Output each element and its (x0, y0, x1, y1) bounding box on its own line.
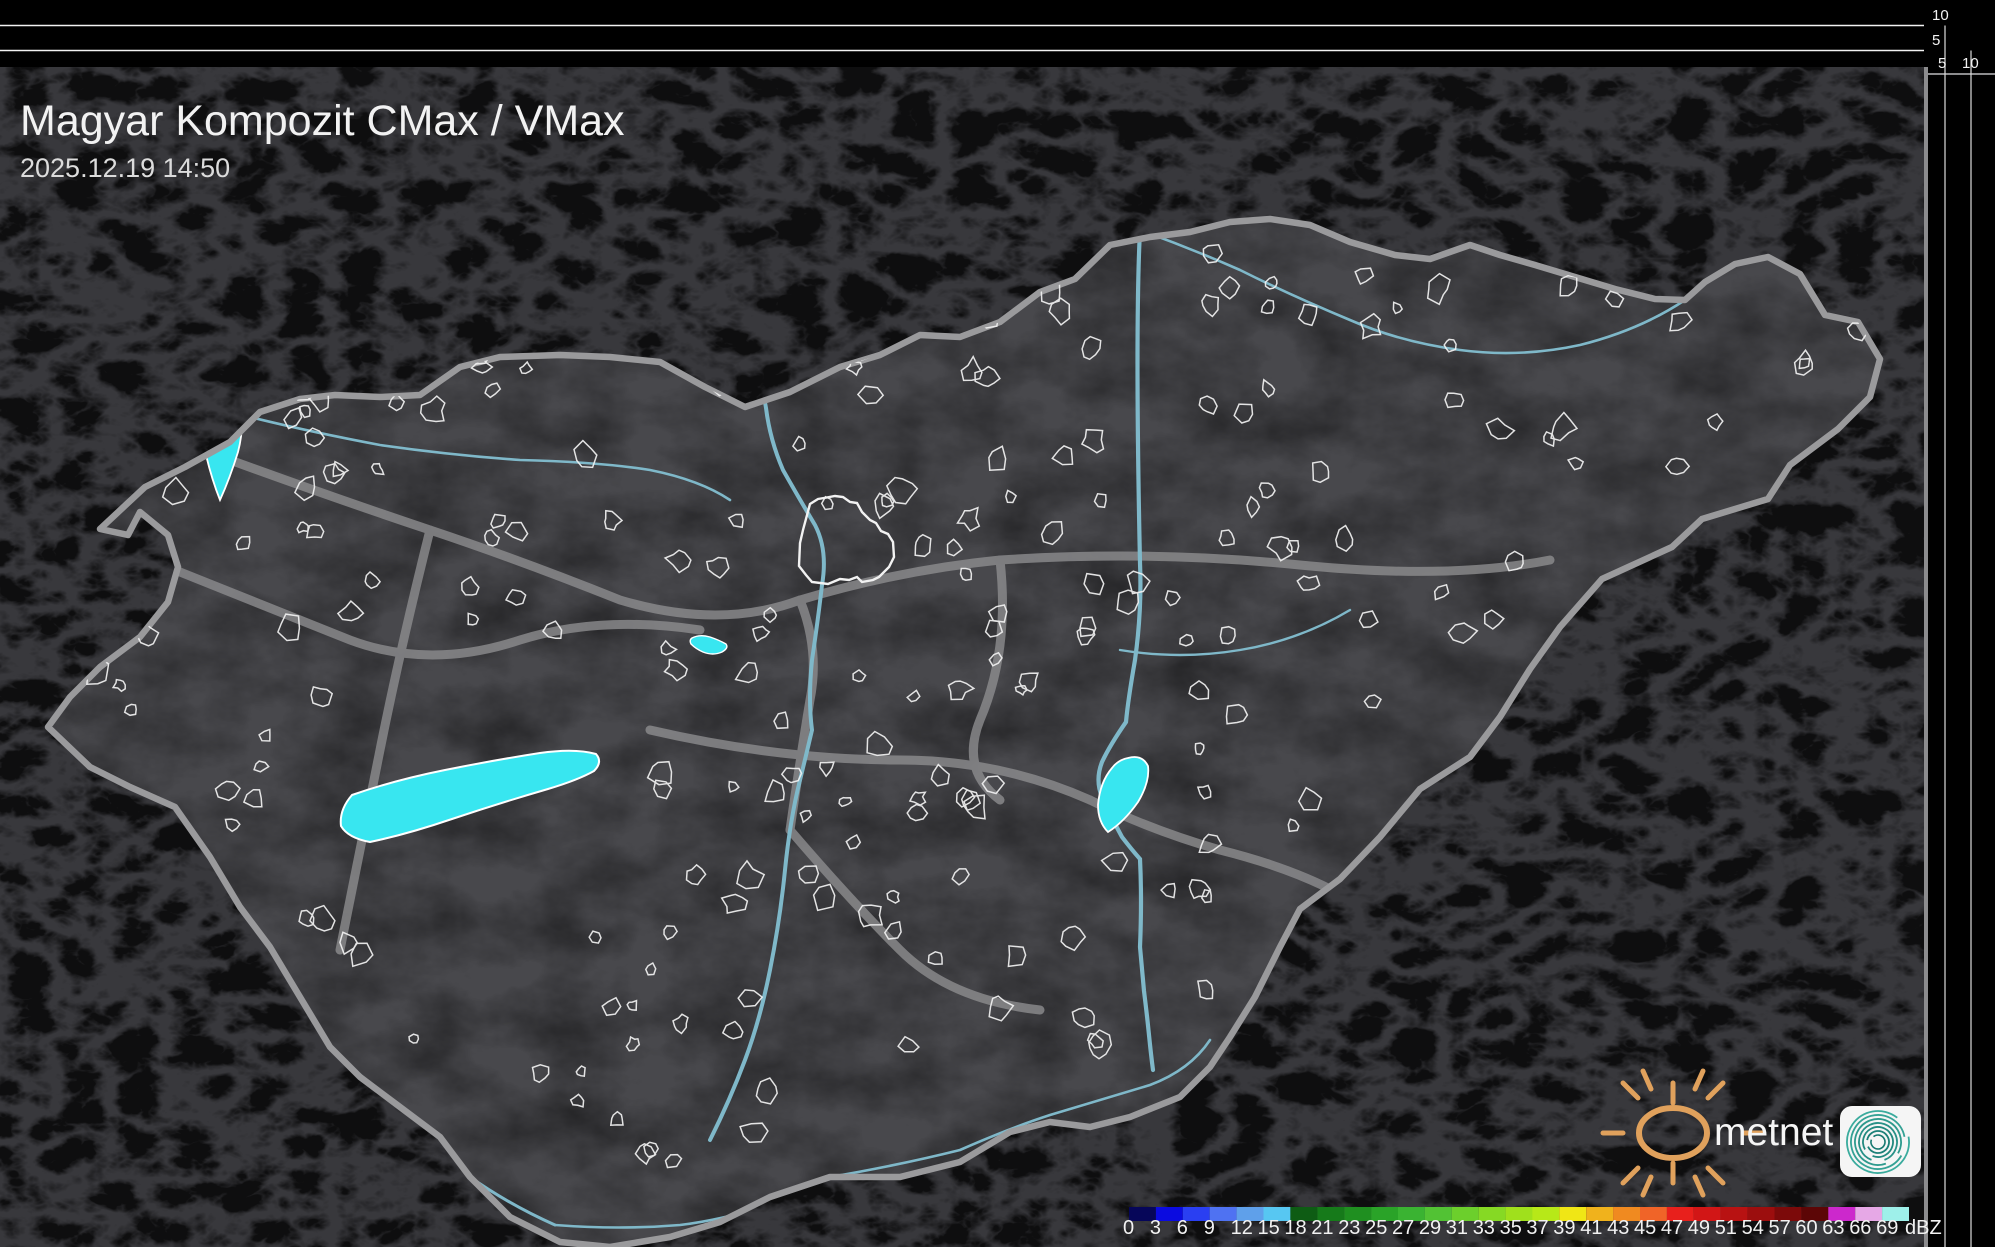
svg-text:37: 37 (1526, 1217, 1548, 1239)
svg-text:33: 33 (1473, 1217, 1495, 1239)
svg-text:Magyar Kompozit CMax / VMax: Magyar Kompozit CMax / VMax (20, 97, 625, 145)
svg-text:47: 47 (1661, 1217, 1683, 1239)
svg-text:66: 66 (1849, 1217, 1871, 1239)
svg-text:31: 31 (1446, 1217, 1468, 1239)
svg-text:15: 15 (1258, 1217, 1280, 1239)
svg-text:60: 60 (1795, 1217, 1817, 1239)
svg-text:metnet: metnet (1714, 1111, 1833, 1154)
svg-text:0: 0 (1123, 1217, 1134, 1239)
svg-text:57: 57 (1769, 1217, 1791, 1239)
svg-text:29: 29 (1419, 1217, 1441, 1239)
svg-text:23: 23 (1338, 1217, 1360, 1239)
svg-text:6: 6 (1177, 1217, 1188, 1239)
svg-text:10: 10 (1932, 7, 1949, 24)
svg-text:41: 41 (1580, 1217, 1602, 1239)
svg-text:12: 12 (1231, 1217, 1253, 1239)
svg-text:45: 45 (1634, 1217, 1656, 1239)
svg-text:54: 54 (1742, 1217, 1764, 1239)
svg-text:18: 18 (1284, 1217, 1306, 1239)
svg-text:27: 27 (1392, 1217, 1414, 1239)
svg-text:25: 25 (1365, 1217, 1387, 1239)
svg-text:10: 10 (1962, 55, 1979, 72)
svg-text:5: 5 (1932, 32, 1940, 49)
svg-text:21: 21 (1311, 1217, 1333, 1239)
svg-text:3: 3 (1150, 1217, 1161, 1239)
svg-text:5: 5 (1938, 55, 1946, 72)
svg-text:43: 43 (1607, 1217, 1629, 1239)
svg-text:63: 63 (1822, 1217, 1844, 1239)
svg-text:39: 39 (1553, 1217, 1575, 1239)
svg-text:35: 35 (1500, 1217, 1522, 1239)
svg-text:dBZ: dBZ (1905, 1217, 1942, 1239)
svg-text:2025.12.19 14:50: 2025.12.19 14:50 (20, 153, 230, 183)
svg-text:49: 49 (1688, 1217, 1710, 1239)
svg-text:51: 51 (1715, 1217, 1737, 1239)
svg-text:9: 9 (1204, 1217, 1215, 1239)
svg-text:69: 69 (1876, 1217, 1898, 1239)
